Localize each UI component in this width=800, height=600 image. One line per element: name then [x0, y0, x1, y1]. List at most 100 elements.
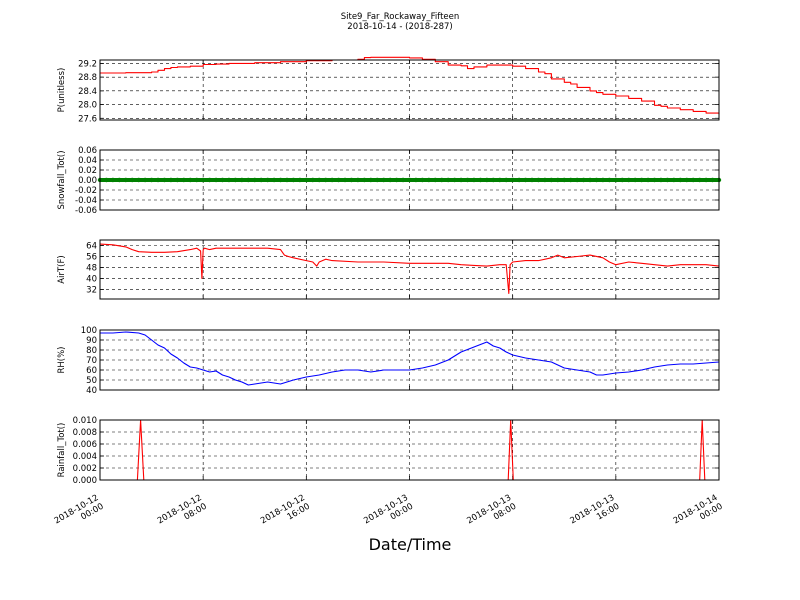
series-point	[149, 177, 154, 183]
y-axis-label: Snowfall_Tot()	[57, 150, 67, 209]
y-tick-label: 60	[86, 366, 97, 376]
series-point	[452, 177, 457, 183]
series-point	[484, 177, 490, 183]
series-point	[394, 177, 399, 183]
series-point	[194, 177, 199, 183]
series-point	[587, 177, 593, 183]
series-point	[175, 177, 180, 183]
panel-0: 29.2 28.8 28.4 28.0 27.6 P(unitless)	[57, 56, 720, 124]
x-tick-label: 2018-10-1400:00	[672, 493, 725, 535]
y-tick-label: 64	[86, 241, 97, 251]
series-point	[433, 177, 438, 183]
series-point	[645, 177, 651, 183]
plot-frame	[99, 59, 720, 121]
series-point	[465, 177, 470, 183]
series-point	[639, 177, 644, 183]
x-axis-label: Date/Time	[369, 535, 452, 554]
x-tick-label: 2018-10-1316:00	[569, 493, 622, 535]
y-tick-label: 28.4	[78, 87, 97, 97]
series-point	[491, 177, 496, 183]
series-point	[478, 177, 483, 183]
x-tick-label: 2018-10-1308:00	[465, 493, 518, 535]
series-point	[342, 177, 348, 183]
x-tick-label: 2018-10-1216:00	[259, 493, 312, 535]
y-tick-label: 0.06	[78, 146, 97, 156]
series-point	[626, 177, 631, 183]
series-point	[555, 177, 561, 183]
series-point	[136, 177, 141, 183]
y-tick-label: -0.04	[75, 196, 97, 206]
series-point	[607, 177, 612, 183]
series-point	[188, 177, 193, 183]
series-point	[265, 177, 270, 183]
y-tick-label: 90	[86, 336, 97, 346]
series-point	[271, 177, 277, 183]
y-tick-label: 0.006	[73, 440, 97, 450]
chart-subtitle: 2018-10-14 - (2018-287)	[347, 22, 452, 32]
series-point	[181, 177, 187, 183]
y-axis-label: P(unitless)	[57, 68, 67, 113]
series-point	[142, 177, 148, 183]
series-point	[407, 177, 412, 183]
panel-4: 0.010 0.008 0.006 0.004 0.002 0.000 Rainfall_T…	[57, 416, 720, 486]
series-point	[349, 177, 354, 183]
series-point	[613, 177, 619, 183]
series-point	[529, 177, 535, 183]
series-point	[155, 177, 161, 183]
series-point	[445, 177, 451, 183]
series-point	[516, 177, 522, 183]
series-point	[549, 177, 554, 183]
series-point	[510, 177, 515, 183]
y-tick-label: 50	[86, 376, 97, 386]
series-point	[697, 177, 702, 183]
series-point	[671, 177, 677, 183]
y-axis-label: RH(%)	[57, 346, 67, 373]
series-point	[226, 177, 232, 183]
series-point	[368, 177, 374, 183]
series-point	[632, 177, 638, 183]
series-point	[123, 177, 128, 183]
series-point	[594, 177, 599, 183]
series-point	[536, 177, 541, 183]
series-point	[542, 177, 548, 183]
plot-frame	[99, 239, 720, 300]
x-tick-label: 2018-10-1208:00	[156, 493, 209, 535]
y-tick-label: 100	[81, 326, 97, 336]
series-point	[213, 177, 219, 183]
y-tick-label: 0.000	[73, 476, 97, 486]
y-tick-label: 70	[86, 356, 97, 366]
series-point	[439, 177, 444, 183]
series-point	[258, 177, 264, 183]
y-tick-label: 28.8	[78, 73, 97, 83]
series-point	[278, 177, 283, 183]
y-tick-label: 0.00	[78, 176, 97, 186]
y-tick-label: 28.0	[78, 101, 97, 111]
series-point	[362, 177, 367, 183]
series-point	[297, 177, 303, 183]
series-point	[665, 177, 670, 183]
y-tick-label: 56	[86, 252, 97, 262]
series-point	[471, 177, 477, 183]
chart-title: Site9_Far_Rockaway_Fifteen	[341, 12, 460, 22]
series-point	[355, 177, 361, 183]
series-point	[220, 177, 225, 183]
series-point	[703, 177, 709, 183]
series-point	[104, 177, 109, 183]
y-tick-label: 48	[86, 263, 97, 273]
series-point	[329, 177, 335, 183]
series-point	[652, 177, 657, 183]
y-tick-label: 0.04	[78, 156, 97, 166]
series-point	[110, 177, 116, 183]
y-tick-label: 0.002	[73, 464, 97, 474]
y-tick-label: 40	[86, 274, 97, 284]
series-point	[420, 177, 425, 183]
series-point	[168, 177, 174, 183]
y-tick-label: 29.2	[78, 59, 97, 69]
y-tick-label: 0.02	[78, 166, 97, 176]
series-point	[691, 177, 696, 183]
series-point	[658, 177, 664, 183]
series-point	[317, 177, 322, 183]
